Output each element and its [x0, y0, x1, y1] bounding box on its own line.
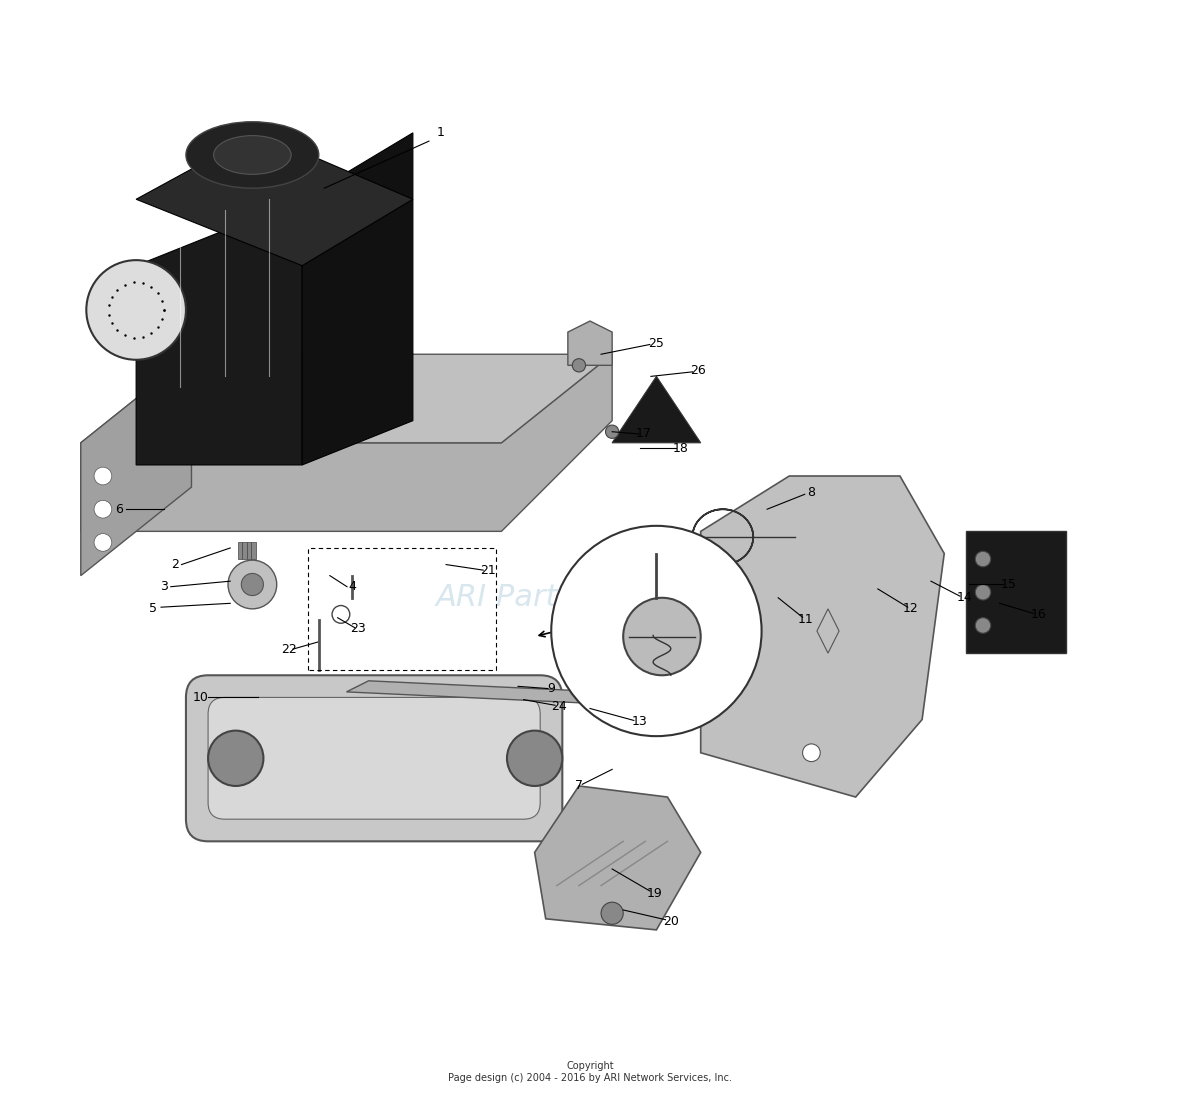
Circle shape	[94, 534, 112, 551]
Polygon shape	[80, 354, 612, 531]
Text: 19: 19	[647, 887, 662, 900]
Circle shape	[802, 744, 820, 762]
Text: 12: 12	[903, 602, 919, 615]
Circle shape	[623, 598, 701, 675]
Text: 16: 16	[1030, 608, 1047, 621]
FancyBboxPatch shape	[186, 675, 563, 841]
Text: 23: 23	[349, 622, 366, 635]
Polygon shape	[80, 354, 612, 443]
Polygon shape	[238, 542, 242, 559]
Circle shape	[507, 731, 563, 786]
Circle shape	[241, 573, 263, 596]
Text: 22: 22	[281, 643, 297, 656]
Text: 25: 25	[649, 337, 664, 350]
Circle shape	[86, 260, 186, 360]
Text: 26: 26	[690, 364, 707, 377]
Polygon shape	[302, 133, 413, 465]
Text: 5: 5	[149, 602, 157, 615]
Ellipse shape	[186, 122, 319, 188]
Polygon shape	[242, 542, 247, 559]
Polygon shape	[535, 786, 701, 930]
Text: 11: 11	[798, 613, 814, 627]
Text: 20: 20	[663, 914, 678, 928]
Circle shape	[551, 526, 761, 736]
Polygon shape	[247, 542, 251, 559]
Ellipse shape	[214, 136, 291, 174]
Polygon shape	[136, 199, 302, 465]
Text: 2: 2	[171, 558, 179, 571]
Text: 8: 8	[807, 486, 815, 499]
Text: 7: 7	[575, 779, 583, 793]
Polygon shape	[80, 354, 191, 576]
Text: 6: 6	[116, 503, 124, 516]
Polygon shape	[136, 133, 413, 266]
Text: 3: 3	[159, 580, 168, 593]
Polygon shape	[347, 681, 723, 708]
Text: Copyright
Page design (c) 2004 - 2016 by ARI Network Services, Inc.: Copyright Page design (c) 2004 - 2016 by…	[448, 1061, 732, 1083]
Circle shape	[975, 584, 991, 600]
Circle shape	[228, 560, 277, 609]
Polygon shape	[966, 531, 1066, 653]
Polygon shape	[251, 542, 256, 559]
Text: ARI PartStream™: ARI PartStream™	[435, 583, 700, 612]
Polygon shape	[612, 376, 701, 443]
Circle shape	[975, 618, 991, 633]
Circle shape	[725, 589, 742, 607]
Text: 4: 4	[348, 580, 356, 593]
Polygon shape	[701, 476, 944, 797]
Circle shape	[601, 902, 623, 924]
FancyBboxPatch shape	[208, 697, 540, 819]
Text: 1: 1	[437, 126, 445, 139]
Circle shape	[208, 731, 263, 786]
Text: 9: 9	[548, 682, 556, 695]
Circle shape	[94, 467, 112, 485]
Text: 21: 21	[480, 563, 496, 577]
Polygon shape	[568, 321, 612, 365]
Text: 15: 15	[1001, 578, 1016, 591]
Text: 14: 14	[956, 591, 972, 604]
Text: 10: 10	[192, 691, 209, 704]
Circle shape	[572, 359, 585, 372]
Circle shape	[605, 425, 618, 438]
Text: 18: 18	[673, 442, 689, 455]
Circle shape	[94, 500, 112, 518]
Text: 24: 24	[551, 700, 566, 713]
Ellipse shape	[269, 382, 380, 437]
Circle shape	[975, 551, 991, 567]
Text: 13: 13	[632, 715, 648, 728]
Text: 17: 17	[635, 427, 651, 441]
